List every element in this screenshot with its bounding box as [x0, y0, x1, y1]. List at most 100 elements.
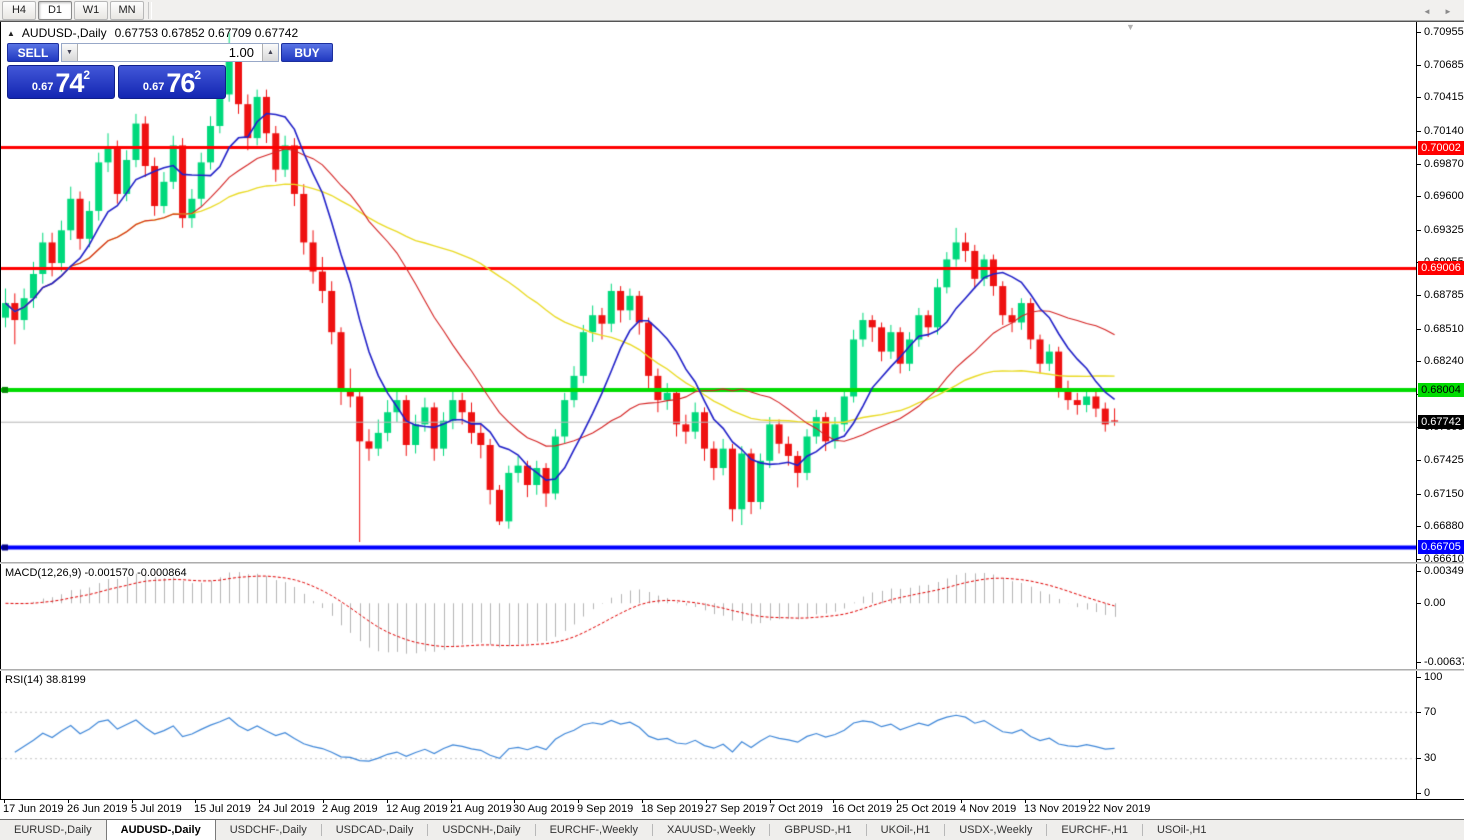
timeframe-button-d1[interactable]: D1	[38, 0, 72, 20]
arrow-down-icon: ▼	[66, 49, 73, 56]
tab-scroll-right-icon[interactable]: ►	[1444, 7, 1452, 16]
one-click-collapse-icon[interactable]: ▲	[7, 28, 15, 38]
rsi-axis-tick	[1416, 712, 1421, 713]
chart-tab-gbpusd-h1[interactable]: GBPUSD-,H1	[784, 824, 852, 836]
rsi-indicator-label: RSI(14) 38.8199	[5, 674, 86, 686]
sell-price-digits: 74	[55, 68, 84, 98]
chart-tab-usdcnh-daily[interactable]: USDCNH-,Daily	[442, 824, 521, 836]
chart-tab-xauusd-weekly[interactable]: XAUUSD-,Weekly	[666, 824, 756, 836]
chart-tab-eurusd-daily[interactable]: EURUSD-,Daily	[14, 824, 92, 836]
chart-ohlc-values: 0.67753 0.67852 0.67709 0.67742	[114, 26, 299, 40]
price-axis-label: 0.68785	[1424, 289, 1464, 301]
price-level-badge: 0.66705	[1418, 540, 1464, 554]
volume-input[interactable]	[78, 44, 262, 61]
price-axis-tick	[1416, 559, 1421, 560]
macd-pane-canvas[interactable]	[0, 564, 1416, 669]
date-axis-label: 4 Nov 2019	[960, 803, 1017, 815]
macd-axis-tick	[1416, 603, 1421, 604]
price-axis-tick	[1416, 230, 1421, 231]
chart-tab-usdchf-daily[interactable]: USDCHF-,Daily	[229, 824, 307, 836]
date-axis-tick	[132, 800, 133, 803]
date-axis-line	[0, 799, 1464, 800]
tab-separator	[320, 824, 322, 836]
chart-tab-eurchf-h1[interactable]: EURCHF-,H1	[1061, 824, 1128, 836]
macd-pane-separator[interactable]	[0, 562, 1464, 564]
date-axis-label: 9 Sep 2019	[577, 803, 634, 815]
price-level-badge: 0.68004	[1418, 383, 1464, 397]
rsi-name: RSI(14)	[5, 674, 43, 686]
buy-price-button[interactable]: 0.67 76 2	[118, 65, 226, 99]
macd-axis-label: -0.00637	[1424, 656, 1464, 668]
date-axis-label: 2 Aug 2019	[322, 803, 378, 815]
timeframe-button-mn[interactable]: MN	[110, 0, 144, 20]
date-axis-tick	[323, 800, 324, 803]
chart-tab-ukoil-h1[interactable]: UKOil-,H1	[880, 824, 931, 836]
buy-price-prefix: 0.67	[142, 81, 165, 93]
macd-axis-label: 0.00	[1424, 597, 1446, 609]
date-axis-label: 26 Jun 2019	[67, 803, 128, 815]
price-axis-label: 0.68240	[1424, 355, 1464, 367]
sell-button[interactable]: SELL	[7, 43, 59, 62]
tab-separator	[427, 824, 429, 836]
arrow-up-icon: ▲	[267, 49, 274, 56]
date-axis-label: 25 Oct 2019	[896, 803, 956, 815]
date-axis-tick	[1089, 800, 1090, 803]
date-axis-label: 16 Oct 2019	[832, 803, 892, 815]
chart-tab-bar: EURUSD-,Daily AUDUSD-,Daily USDCHF-,Daily U…	[0, 819, 1464, 840]
rsi-axis-label: 100	[1424, 671, 1443, 683]
tab-separator	[1141, 824, 1143, 836]
price-level-badge: 0.69006	[1418, 261, 1464, 275]
price-axis-label: 0.70685	[1424, 59, 1464, 71]
date-axis-tick	[387, 800, 388, 803]
volume-stepper: ▼ ▲	[61, 43, 279, 62]
tab-separator	[534, 824, 536, 836]
sell-price-pip: 2	[83, 68, 91, 82]
price-axis-label: 0.67150	[1424, 488, 1464, 500]
date-axis-label: 22 Nov 2019	[1088, 803, 1151, 815]
rsi-value: 38.8199	[45, 674, 86, 686]
date-axis-tick	[514, 800, 515, 803]
main-chart-canvas[interactable]	[0, 22, 1416, 563]
date-axis-tick	[4, 800, 5, 803]
bid-price-badge: 0.67742	[1418, 415, 1464, 429]
one-click-trading-panel: SELL ▼ ▲ BUY 0.67 74 2 0.67 76 2	[7, 43, 333, 99]
sell-price-prefix: 0.67	[31, 81, 54, 93]
date-axis-tick	[770, 800, 771, 803]
date-axis-label: 18 Sep 2019	[641, 803, 704, 815]
price-axis-tick	[1416, 329, 1421, 330]
price-axis-label: 0.66880	[1424, 520, 1464, 532]
date-axis-tick	[578, 800, 579, 803]
timeframe-toolbar: H4 D1 W1 MN	[0, 0, 1464, 21]
buy-price-digits: 76	[166, 68, 195, 98]
date-axis-tick	[1025, 800, 1026, 803]
macd-axis-tick	[1416, 571, 1421, 572]
timeframe-button-w1[interactable]: W1	[74, 0, 108, 20]
toolbar-separator	[148, 1, 152, 19]
date-axis-label: 30 Aug 2019	[513, 803, 575, 815]
tab-separator	[651, 824, 653, 836]
rsi-axis-tick	[1416, 677, 1421, 678]
chart-tab-usdx-weekly[interactable]: USDX-,Weekly	[959, 824, 1033, 836]
price-axis-tick	[1416, 526, 1421, 527]
chart-tab-eurchf-weekly[interactable]: EURCHF-,Weekly	[549, 824, 638, 836]
date-axis-tick	[451, 800, 452, 803]
buy-price-pip: 2	[194, 68, 202, 82]
sell-price-button[interactable]: 0.67 74 2	[7, 65, 115, 99]
volume-increase-button[interactable]: ▲	[262, 44, 278, 61]
buy-button[interactable]: BUY	[281, 43, 333, 62]
price-axis-line	[1416, 22, 1417, 799]
chart-tab-audusd-daily[interactable]: AUDUSD-,Daily	[105, 820, 216, 840]
chart-tab-usdcad-daily[interactable]: USDCAD-,Daily	[335, 824, 414, 836]
rsi-pane-separator[interactable]	[0, 669, 1464, 671]
date-axis-tick	[195, 800, 196, 803]
rsi-pane-canvas[interactable]	[0, 671, 1416, 799]
volume-decrease-button[interactable]: ▼	[62, 44, 78, 61]
chart-shift-marker-icon[interactable]: ▼	[1126, 22, 1135, 32]
tab-scroll-left-icon[interactable]: ◄	[1423, 7, 1431, 16]
macd-axis-tick	[1416, 662, 1421, 663]
chart-tab-usoil-h1[interactable]: USOil-,H1	[1156, 824, 1207, 836]
tab-separator	[1046, 824, 1048, 836]
timeframe-button-h4[interactable]: H4	[2, 0, 36, 20]
tab-separator	[865, 824, 867, 836]
